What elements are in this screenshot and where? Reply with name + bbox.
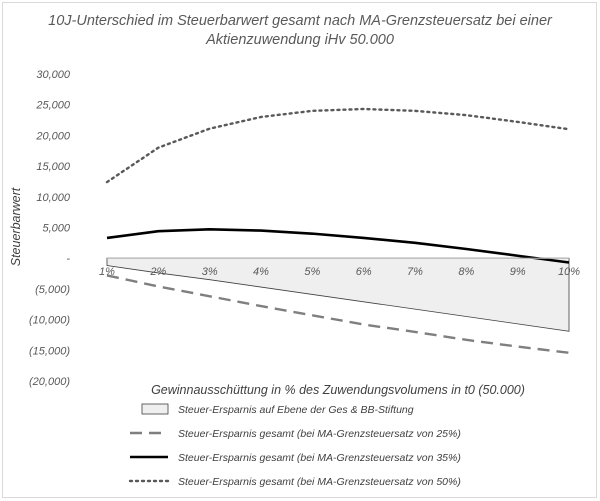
legend-label: Steuer-Ersparnis gesamt (bei MA-Grenzste… [178, 476, 461, 488]
y-tick-label: (20,000) [29, 376, 70, 388]
y-tick-label: 20,000 [35, 130, 71, 142]
x-tick-label: 7% [407, 266, 423, 278]
y-tick-label: (10,000) [29, 315, 70, 327]
x-tick-label: 5% [304, 266, 320, 278]
line-series-1 [106, 274, 570, 354]
y-tick-label: 10,000 [36, 192, 71, 204]
plot-area [105, 107, 571, 354]
x-tick-label: 6% [356, 266, 372, 278]
y-tick-label: (15,000) [29, 345, 70, 357]
y-tick-label: (5,000) [35, 284, 70, 296]
x-tick-label: 4% [253, 266, 269, 278]
x-tick-label: 1% [99, 266, 115, 278]
axes: 30,000 25,000 20,000 15,000 10,000 5,000 - (5,0… [29, 69, 580, 388]
x-tick-label: 2% [149, 266, 166, 278]
area-series-0 [106, 257, 570, 332]
x-tick-label: 3% [202, 266, 218, 278]
y-tick-label: 15,000 [36, 161, 71, 173]
y-tick-label: 30,000 [36, 69, 71, 81]
y-axis-title: Steuerbarwert [9, 187, 23, 266]
legend-label: Steuer-Ersparnis gesamt (bei MA-Grenzste… [178, 452, 461, 464]
legend-swatch [141, 403, 169, 415]
x-tick-label: 9% [510, 266, 526, 278]
line-series-3 [105, 107, 571, 184]
y-tick-label: - [66, 253, 70, 265]
x-tick-label: 10% [558, 266, 580, 278]
y-tick-label: 25,000 [35, 100, 71, 112]
legend-label: Steuer-Ersparnis gesamt (bei MA-Grenzste… [178, 428, 461, 440]
x-axis-title: Gewinnausschüttung in % des Zuwendungsvo… [151, 383, 525, 397]
legend: Steuer-Ersparnis auf Ebene der Ges & BB-… [128, 403, 461, 488]
chart-title: 10J-Unterschied im Steuerbarwert gesamt … [48, 13, 553, 48]
y-tick-label: 5,000 [42, 223, 70, 235]
chart-title-line-1: 10J-Unterschied im Steuerbarwert gesamt … [48, 13, 553, 29]
chart-title-line-2: Aktienzuwendung iHv 50.000 [205, 32, 394, 48]
line-series-2 [106, 228, 570, 264]
legend-label: Steuer-Ersparnis auf Ebene der Ges & BB-… [178, 404, 414, 416]
x-tick-label: 8% [458, 266, 474, 278]
